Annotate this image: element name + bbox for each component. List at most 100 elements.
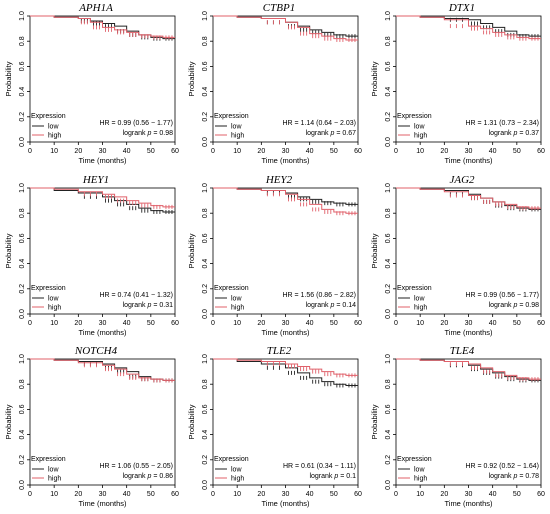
legend-title: Expression [31,285,66,292]
logrank-label: logrank p = 0.37 [489,130,540,137]
x-tick-label: 30 [465,491,473,498]
x-tick-label: 0 [394,491,398,498]
x-tick-label: 60 [354,491,362,498]
y-tick-label: 0.2 [385,284,392,294]
y-tick-label: 0.2 [19,112,26,122]
y-tick-label: 0.4 [202,259,209,269]
chart-title: DTX1 [448,2,476,14]
logrank-label: logrank p = 0.14 [306,302,357,309]
y-tick-label: 0.6 [19,404,26,414]
legend-label-low: low [48,296,59,303]
y-tick-label: 0.8 [385,379,392,389]
logrank-p-symbol: p [512,302,517,309]
x-tick-label: 40 [489,320,497,327]
x-tick-label: 10 [416,491,424,498]
km-panel: TLE4 0 10 20 30 40 50 60 0.0 0.2 0.4 0.6 0.8 1.0 Time … [366,343,549,514]
x-tick-label: 60 [537,491,545,498]
km-plot: 0 10 20 30 40 50 60 0.0 0.2 0.4 0.6 0.8 1.0 Time (mon… [370,354,545,508]
chart-title: JAG2 [449,174,475,186]
y-tick-label: 0.2 [202,284,209,294]
y-tick-label: 1.0 [385,11,392,21]
y-axis-label: Probability [4,61,13,96]
y-tick-label: 0.6 [202,233,209,243]
logrank-label: logrank p = 0.98 [489,302,540,309]
y-tick-label: 1.0 [19,354,26,364]
x-axis-label: Time (months) [261,499,310,508]
y-tick-label: 0.0 [202,480,209,490]
x-tick-label: 20 [257,148,265,155]
y-tick-label: 0.2 [19,284,26,294]
y-tick-label: 0.8 [19,208,26,218]
y-tick-label: 0.6 [19,61,26,71]
x-tick-label: 40 [123,148,131,155]
x-tick-label: 40 [306,491,314,498]
hazard-ratio-label: HR = 1.06 (0.55 − 2.05) [99,463,173,470]
logrank-label: logrank p = 0.1 [309,473,356,480]
legend-label-high: high [231,305,244,312]
hazard-ratio-label: HR = 0.74 (0.41 − 1.32) [99,292,173,299]
x-tick-label: 40 [489,491,497,498]
x-tick-label: 0 [211,148,215,155]
series-high-line [213,358,358,376]
logrank-p-value: = 0.98 [151,130,173,137]
km-panel: TLE2 0 10 20 30 40 50 60 0.0 0.2 0.4 0.6 0.8 1.0 Time … [183,343,366,514]
x-tick-label: 0 [211,491,215,498]
chart-title: APH1A [79,2,113,14]
logrank-p-value: = 0.78 [517,473,539,480]
y-tick-label: 0.0 [19,480,26,490]
logrank-text: logrank [123,473,148,480]
x-tick-label: 60 [354,148,362,155]
hazard-ratio-label: HR = 0.92 (0.52 − 1.64) [465,463,539,470]
y-tick-label: 1.0 [19,11,26,21]
x-tick-label: 0 [28,148,32,155]
x-tick-label: 50 [330,148,338,155]
x-tick-label: 40 [489,148,497,155]
logrank-text: logrank [489,302,514,309]
y-tick-label: 0.0 [202,309,209,319]
y-axis-label: Probability [4,233,13,268]
series-high-line [396,15,541,40]
series-high-line [213,187,358,214]
km-plot: 0 10 20 30 40 50 60 0.0 0.2 0.4 0.6 0.8 1.0 Time (mon… [370,11,545,165]
x-tick-label: 30 [99,491,107,498]
y-tick-label: 0.4 [19,259,26,269]
y-tick-label: 0.8 [19,379,26,389]
y-axis-label: Probability [187,404,196,439]
legend-title: Expression [31,456,66,463]
logrank-p-value: = 0.67 [334,130,356,137]
x-axis-label: Time (months) [444,328,493,337]
y-axis-label: Probability [370,404,379,439]
hazard-ratio-label: HR = 0.61 (0.34 − 1.11) [283,463,356,470]
y-tick-label: 0.4 [385,430,392,440]
x-tick-label: 10 [50,148,58,155]
y-tick-label: 0.6 [385,404,392,414]
series-low-line [396,187,541,210]
logrank-text: logrank [123,130,148,137]
logrank-text: logrank [306,130,331,137]
legend-title: Expression [397,113,432,120]
legend-title: Expression [397,456,432,463]
y-axis-label: Probability [4,404,13,439]
y-tick-label: 0.8 [385,36,392,46]
y-tick-label: 0.0 [19,309,26,319]
x-tick-label: 10 [233,491,241,498]
legend-label-low: low [48,124,59,131]
x-tick-label: 0 [28,491,32,498]
series-high-line [30,15,175,38]
logrank-label: logrank p = 0.67 [306,130,357,137]
x-tick-label: 30 [99,148,107,155]
y-tick-label: 0.8 [202,208,209,218]
x-tick-label: 10 [233,320,241,327]
legend-label-high: high [231,133,244,140]
x-axis-label: Time (months) [444,499,493,508]
x-tick-label: 20 [440,491,448,498]
logrank-p-value: = 0.98 [517,302,539,309]
chart-title: TLE4 [449,345,475,357]
x-tick-label: 60 [171,491,179,498]
x-tick-label: 20 [74,491,82,498]
km-plot: 0 10 20 30 40 50 60 0.0 0.2 0.4 0.6 0.8 1.0 Time (mon… [187,11,362,165]
y-tick-label: 0.6 [385,233,392,243]
chart-title: HEY2 [265,174,293,186]
y-tick-label: 0.8 [385,208,392,218]
